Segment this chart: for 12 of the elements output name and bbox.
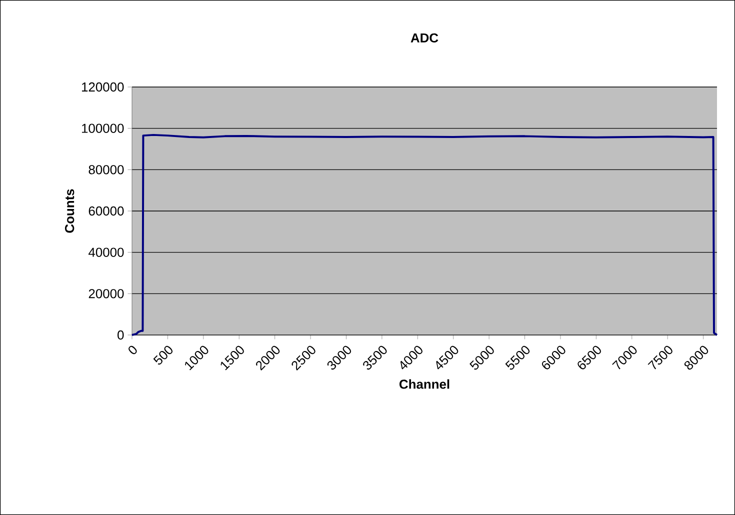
y-tick-label: 80000 (88, 165, 124, 174)
x-tick-label: 500 (153, 346, 172, 365)
y-tick-label: 60000 (88, 206, 124, 216)
y-tick-label: 100000 (82, 124, 124, 133)
x-axis-title: Channel (399, 379, 450, 389)
y-tick-label: 40000 (88, 248, 124, 257)
x-tick-label: 0 (128, 346, 137, 354)
y-axis-title: Counts (64, 189, 74, 233)
y-tick-label: 20000 (88, 289, 124, 298)
y-tick-label: 0 (118, 330, 124, 340)
y-tick-label: 120000 (82, 82, 124, 92)
chart-title: ADC (410, 33, 438, 42)
